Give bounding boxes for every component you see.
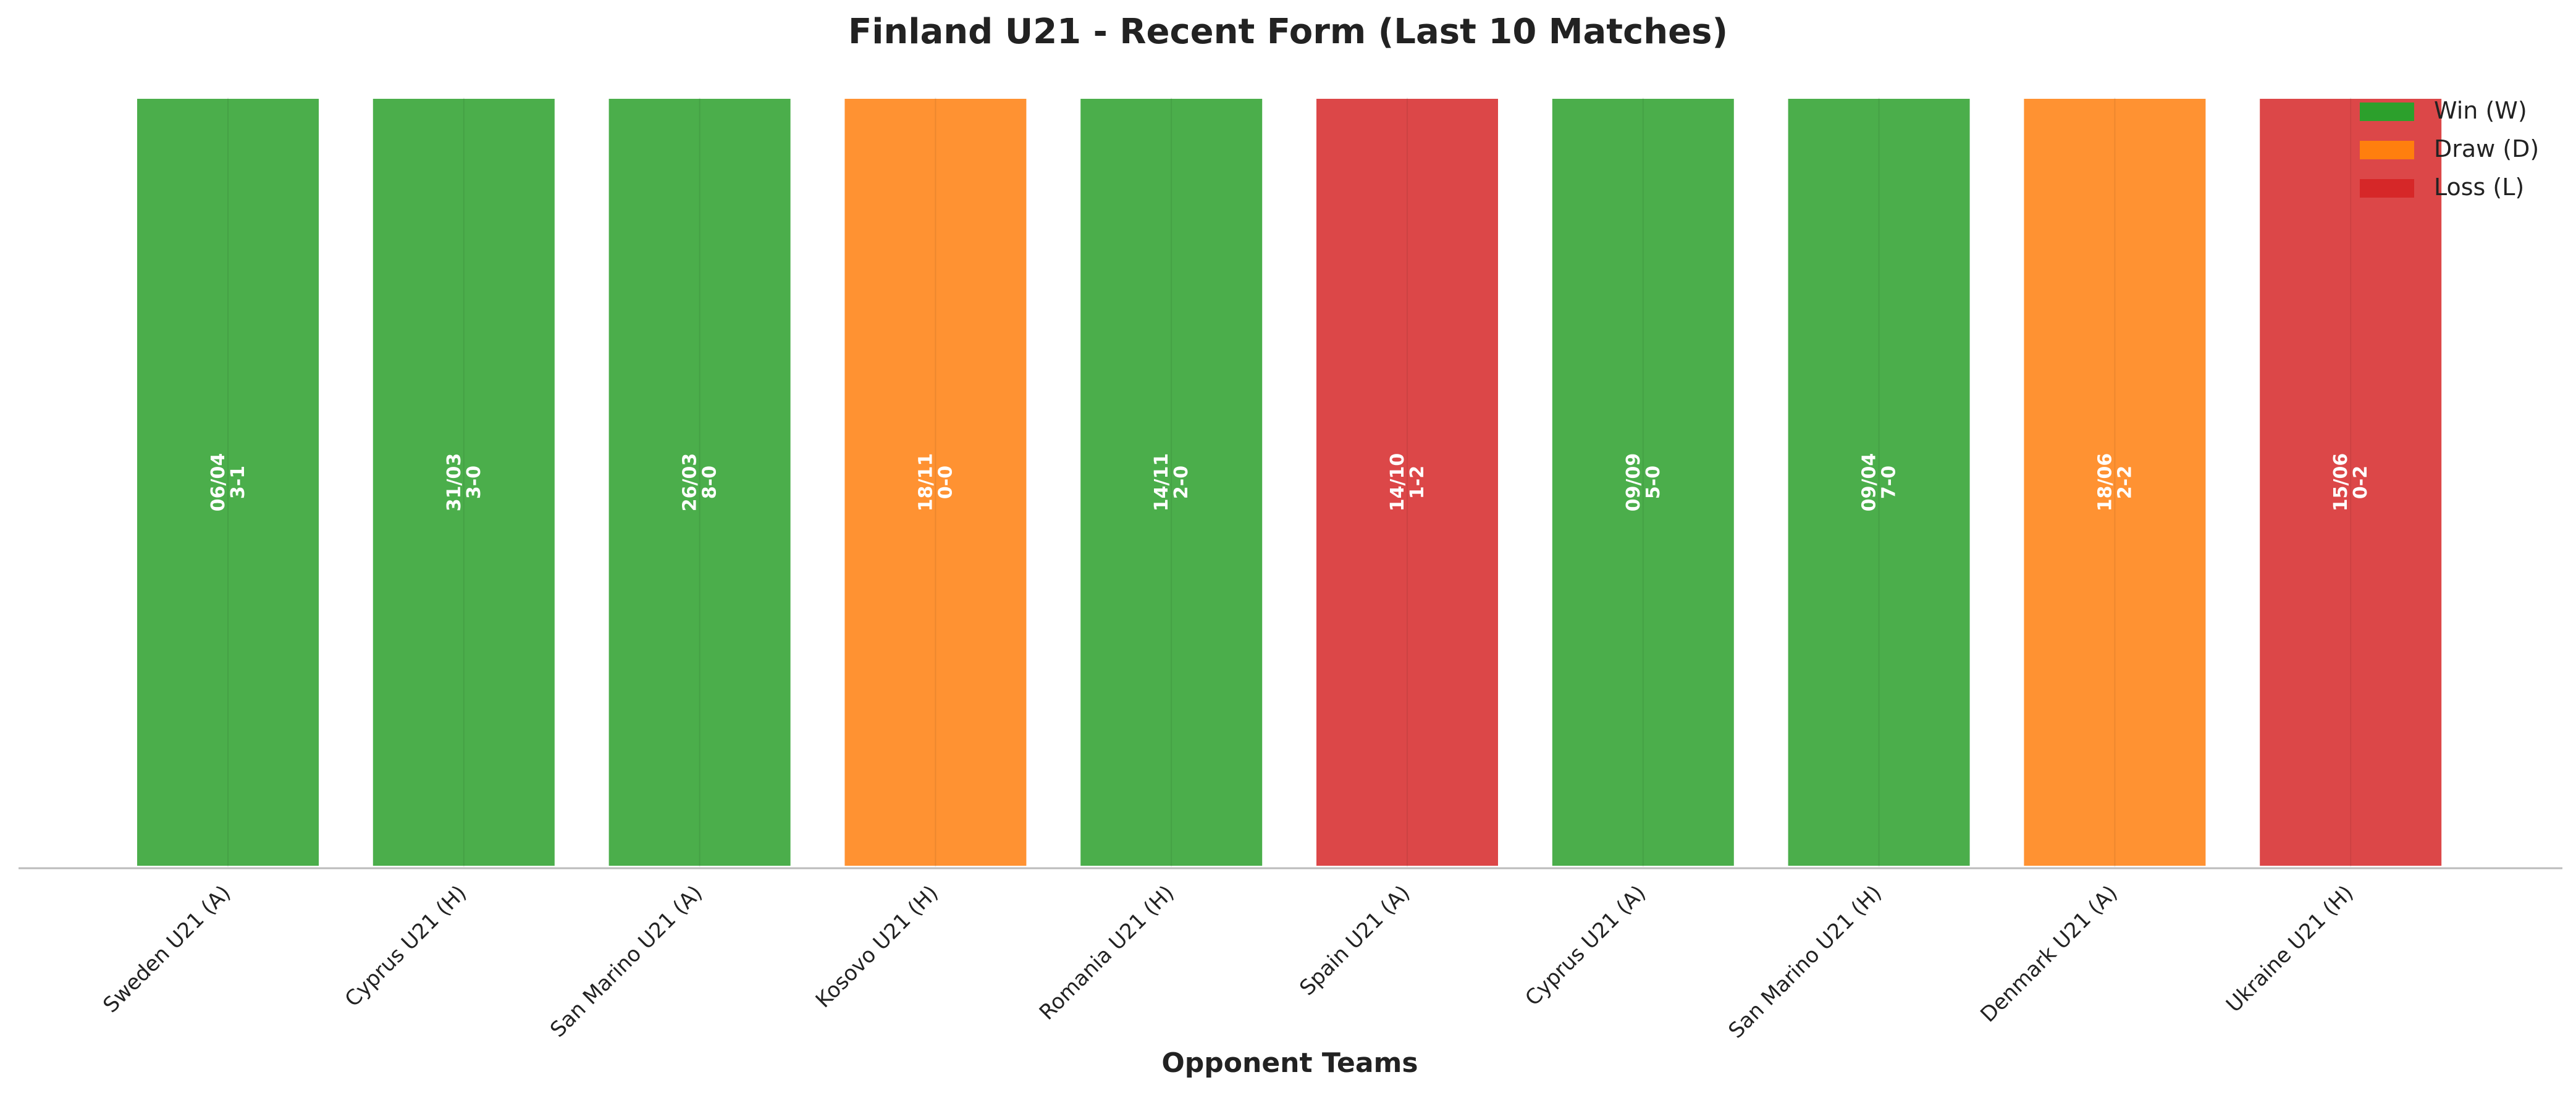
legend-swatch — [2360, 103, 2414, 121]
bar-data-label: 09/047-0 — [1859, 453, 1900, 511]
bar-date-label: 15/06 — [2330, 453, 2352, 511]
bar-score-label: 3-0 — [463, 466, 485, 499]
bar-data-label: 15/060-2 — [2330, 453, 2372, 511]
bar — [2021, 96, 2208, 868]
x-tick-label: Spain U21 (A) — [1295, 881, 1415, 1000]
bar-date-label: 26/03 — [680, 453, 701, 511]
legend-label: Draw (D) — [2434, 135, 2539, 162]
bar-score-label: 0-2 — [2350, 466, 2372, 499]
legend-label: Loss (L) — [2434, 174, 2524, 201]
bar-data-label: 26/038-0 — [680, 453, 721, 511]
x-tick-label: San Marino U21 (A) — [545, 881, 707, 1042]
legend: Win (W) Draw (D) Loss (L) — [2360, 97, 2539, 201]
x-tick-label: Romania U21 (H) — [1035, 881, 1179, 1025]
bar-score-label: 2-2 — [2114, 466, 2136, 499]
bar-data-label: 14/112-0 — [1151, 453, 1192, 511]
bar-score-label: 7-0 — [1879, 466, 1900, 499]
legend-swatch — [2360, 141, 2414, 159]
bar-data-label: 06/043-1 — [208, 453, 249, 511]
bar-date-label: 06/04 — [208, 453, 229, 511]
bar — [370, 96, 557, 868]
bar-date-label: 18/06 — [2094, 453, 2116, 511]
bar — [135, 96, 321, 868]
bar-date-label: 09/04 — [1859, 453, 1880, 511]
bar-score-label: 0-0 — [935, 466, 956, 499]
bar — [842, 96, 1029, 868]
bar-score-label: 2-0 — [1171, 466, 1192, 499]
bar-date-label: 14/11 — [1151, 453, 1172, 511]
bar-data-label: 18/110-0 — [915, 453, 956, 511]
bar-date-label: 14/10 — [1387, 453, 1408, 511]
bar — [2257, 96, 2444, 868]
chart-title: Finland U21 - Recent Form (Last 10 Match… — [848, 12, 1728, 52]
x-axis-label: Opponent Teams — [1161, 1047, 1418, 1079]
x-tick-label: Denmark U21 (A) — [1976, 881, 2122, 1027]
legend-swatch — [2360, 179, 2414, 198]
bar — [1549, 96, 1736, 868]
bar-data-label: 14/101-2 — [1387, 453, 1428, 511]
x-tick-label: Cyprus U21 (H) — [340, 881, 472, 1012]
x-tick-labels: Sweden U21 (A) Cyprus U21 (H) San Marino U… — [98, 881, 2358, 1043]
bar-data-label: 31/033-0 — [444, 453, 485, 511]
bar-score-label: 3-1 — [227, 466, 249, 499]
bar — [606, 96, 793, 868]
bar-date-label: 09/09 — [1623, 453, 1644, 511]
x-tick-label: Ukraine U21 (H) — [2221, 881, 2358, 1017]
bar — [1785, 96, 1972, 868]
bar-data-label: 18/062-2 — [2094, 453, 2136, 511]
bar — [1314, 96, 1501, 868]
bar-score-label: 5-0 — [1643, 466, 1664, 499]
bar-date-label: 31/03 — [444, 453, 465, 511]
bar-data-label: 09/095-0 — [1623, 453, 1664, 511]
bar-score-label: 8-0 — [699, 466, 721, 499]
x-tick-label: Kosovo U21 (H) — [811, 881, 943, 1013]
bar-date-label: 18/11 — [915, 453, 937, 511]
x-tick-label: Sweden U21 (A) — [98, 881, 235, 1018]
bar-score-label: 1-2 — [1407, 466, 1428, 499]
x-tick-label: Cyprus U21 (A) — [1520, 881, 1651, 1011]
bar — [1078, 96, 1265, 868]
x-tick-label: San Marino U21 (H) — [1724, 881, 1887, 1043]
bars-layer: 06/043-1 31/033-0 26/038-0 18/110-0 14/112-0… — [135, 96, 2444, 868]
legend-label: Win (W) — [2434, 97, 2527, 124]
